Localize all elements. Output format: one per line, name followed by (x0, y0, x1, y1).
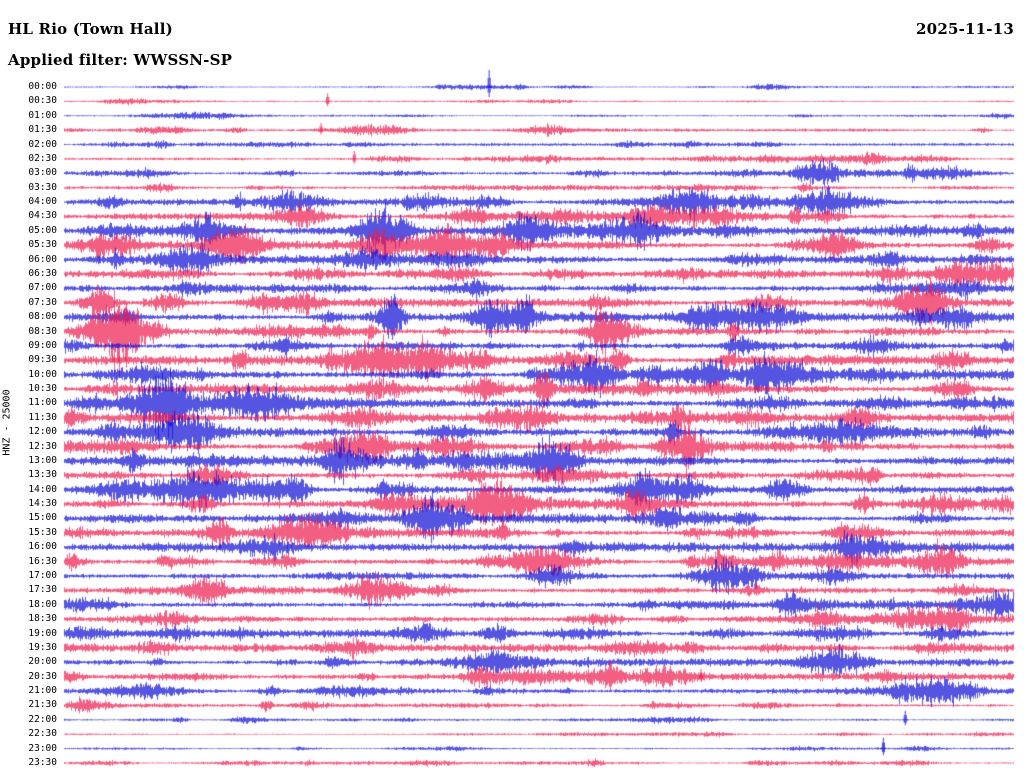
helicorder-page: HL Rio (Town Hall) 2025-11-13 Applied fi… (0, 0, 1024, 780)
helicorder-canvas (0, 0, 1024, 780)
